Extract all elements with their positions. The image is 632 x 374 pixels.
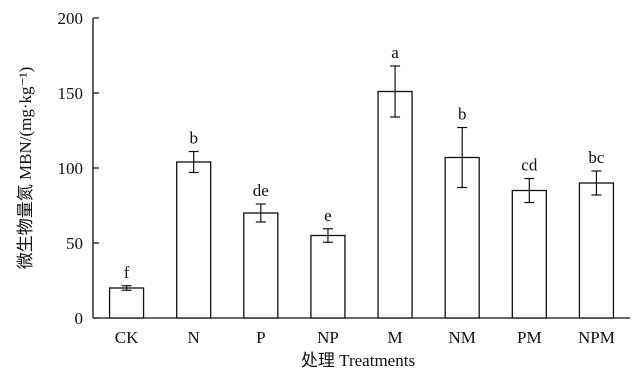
y-axis-title: 微生物量氮 MBN/(mg·kg⁻¹) [16,67,35,269]
bar-pm [511,189,547,319]
y-tick-label: 100 [58,159,84,178]
significance-letter-m: a [391,43,399,62]
x-tick-label-npm: NPM [578,328,615,347]
bar-npm [578,182,615,319]
bar-m [377,90,413,319]
x-tick-label-np: NP [317,328,339,347]
plot-area: 0 50 100 150 200 f CK b Nde Pe NP a Mb NM cd PM bc NPM [58,9,630,347]
y-tick-label: 150 [58,84,84,103]
significance-letter-npm: bc [588,148,605,167]
bar-np [310,234,346,319]
significance-letter-pm: cd [521,156,538,175]
bar-p [243,212,279,319]
x-tick-label-n: N [188,328,200,347]
y-tick-label: 0 [75,309,84,328]
x-tick-label-nm: NM [448,328,475,347]
x-tick-label-m: M [388,328,403,347]
significance-letter-n: b [189,129,198,148]
significance-letter-np: e [324,206,332,225]
x-axis-title: 处理 Treatments [301,351,415,370]
significance-letter-ck: f [124,263,130,282]
significance-letter-nm: b [458,105,467,124]
x-tick-label-pm: PM [517,328,542,347]
bar-n [176,161,212,319]
y-tick-label: 50 [66,234,83,253]
x-tick-label-ck: CK [115,328,139,347]
bar-ck [108,287,145,319]
y-tick-label: 200 [58,9,84,28]
significance-letter-p: de [253,181,269,200]
x-tick-label-p: P [256,328,265,347]
